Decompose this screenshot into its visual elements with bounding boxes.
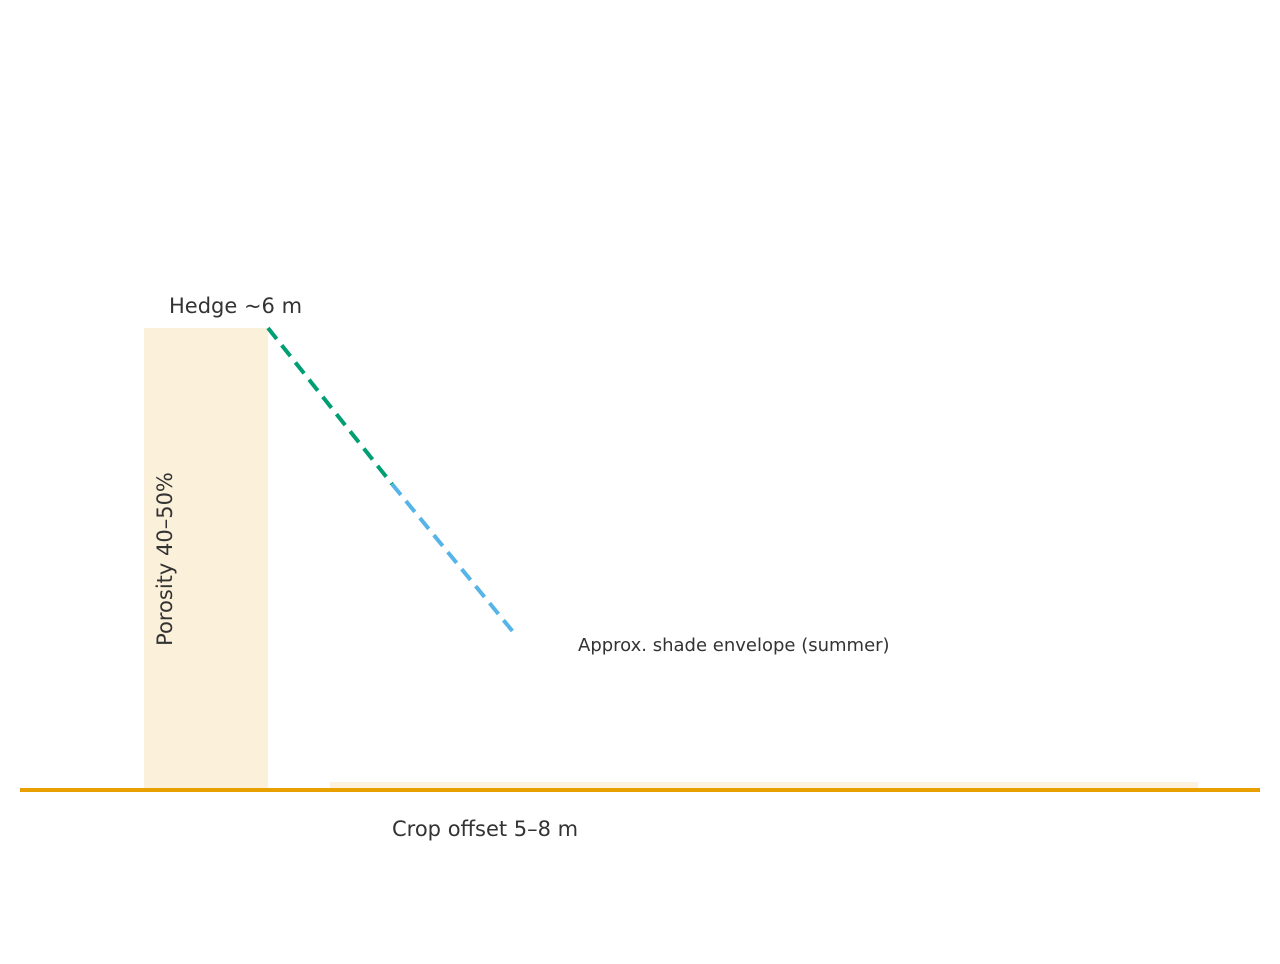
crop-strip: [330, 782, 1198, 790]
crop-offset-label: Crop offset 5–8 m: [392, 817, 578, 841]
shade-envelope-label: Approx. shade envelope (summer): [578, 635, 890, 656]
hedge-height-label: Hedge ~6 m: [169, 294, 302, 318]
porosity-label: Porosity 40–50%: [153, 472, 177, 646]
hedge-block: [144, 328, 268, 790]
shade-envelope-line-upper: [266, 326, 394, 486]
shade-envelope-line-lower: [390, 482, 516, 635]
